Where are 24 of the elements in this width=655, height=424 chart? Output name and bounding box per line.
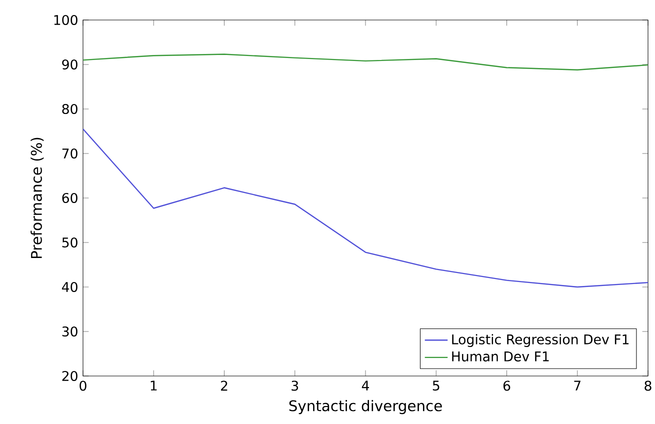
x-tick-label: 2 bbox=[220, 380, 228, 391]
y-tick-label: 80 bbox=[62, 104, 78, 114]
x-axis-title: Syntactic divergence bbox=[289, 400, 442, 414]
x-tick-label: 3 bbox=[292, 380, 298, 391]
x-tick-label: 8 bbox=[644, 380, 652, 391]
legend-label: Human Dev F1 bbox=[452, 352, 549, 362]
x-tick-label: 7 bbox=[574, 380, 580, 390]
line-series bbox=[83, 128, 648, 288]
y-tick-label: 30 bbox=[62, 326, 78, 337]
y-tick-label: 50 bbox=[62, 237, 78, 248]
x-tick-label: 1 bbox=[150, 380, 157, 390]
legend-label: Logistic Regression Dev F1 bbox=[452, 334, 629, 348]
line-series bbox=[83, 54, 648, 70]
y-tick-label: 20 bbox=[62, 370, 78, 382]
y-tick-label: 60 bbox=[62, 192, 78, 204]
y-tick-label: 90 bbox=[62, 59, 78, 70]
x-tick-label: 5 bbox=[432, 380, 440, 391]
y-tick-label: 100 bbox=[54, 14, 78, 26]
x-tick-label: 4 bbox=[362, 380, 369, 390]
x-tick-label: 6 bbox=[503, 380, 510, 391]
x-tick-label: 0 bbox=[80, 380, 86, 391]
y-axis-title: Preformance (%) bbox=[30, 138, 44, 258]
y-tick-label: 40 bbox=[62, 282, 78, 292]
y-tick-label: 70 bbox=[62, 148, 78, 159]
